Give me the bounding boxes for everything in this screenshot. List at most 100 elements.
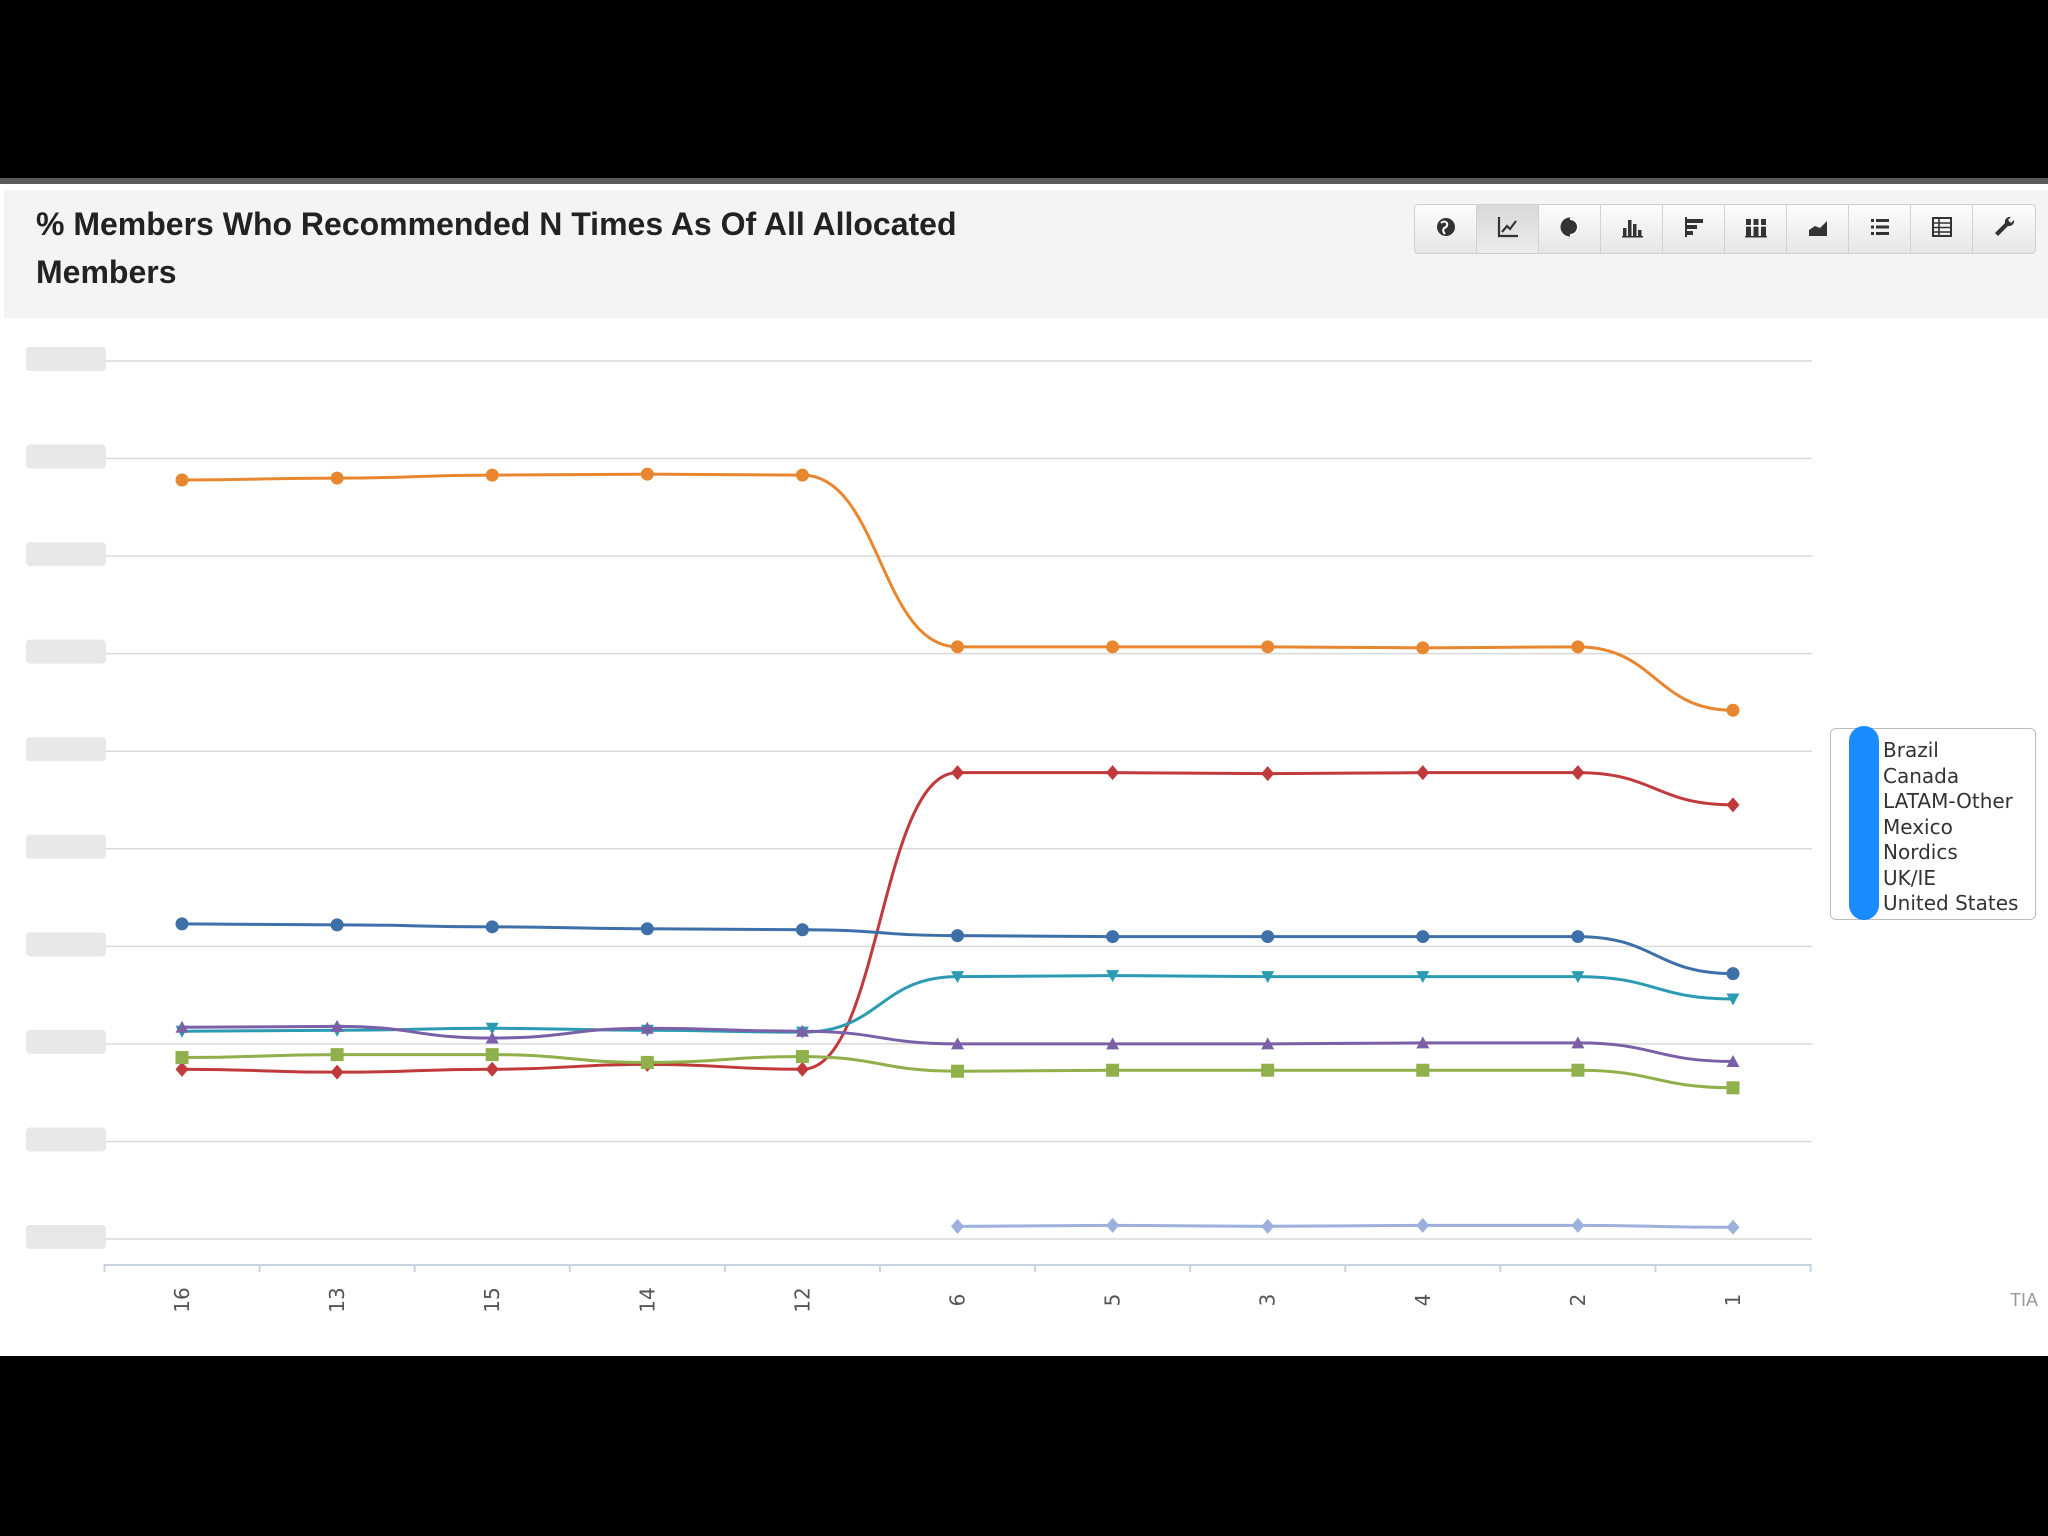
legend-items: Brazil Canada LATAM-Other Mexico Nordics UK/I… [1883, 738, 2018, 917]
x-tick-label: 6 [946, 1294, 970, 1307]
legend-item[interactable]: UK/IE [1883, 865, 1937, 890]
y-tick-label-obscured [26, 834, 106, 859]
data-point [795, 1050, 809, 1064]
data-point [1571, 765, 1585, 781]
x-tick-label: 3 [1256, 1294, 1280, 1307]
settings-button[interactable] [1973, 205, 2035, 253]
stacked-column-icon [1743, 214, 1769, 245]
data-point [951, 929, 964, 943]
data-point [1726, 1054, 1740, 1067]
data-point [951, 1037, 964, 1050]
series-line [181, 472, 1734, 712]
x-tick-label: 14 [635, 1287, 659, 1312]
data-point [1571, 1036, 1585, 1049]
data-point [1416, 765, 1430, 781]
data-point [175, 917, 189, 931]
data-point [795, 1024, 809, 1037]
legend-item[interactable]: Brazil [1883, 738, 1939, 762]
y-tick-label-obscured [26, 737, 106, 762]
chart-legend: Brazil Canada LATAM-Other Mexico Nordics UK/I… [1830, 726, 2036, 920]
data-point [485, 1031, 499, 1044]
bar-chart-icon [1681, 214, 1707, 245]
pie-chart-button[interactable] [1539, 205, 1601, 253]
data-point [951, 1218, 964, 1234]
data-point [485, 468, 499, 482]
map-button[interactable] [1415, 205, 1477, 253]
x-tick-label: 1 [1721, 1294, 1745, 1307]
data-point [795, 1061, 809, 1077]
globe-icon [1433, 214, 1459, 245]
data-point [640, 1021, 654, 1034]
line-chart-icon [1495, 214, 1521, 245]
stacked-column-button[interactable] [1725, 205, 1787, 253]
data-point [330, 1048, 344, 1062]
wrench-icon [1991, 214, 2017, 245]
data-point [1726, 967, 1740, 981]
data-point [1106, 1037, 1120, 1050]
corner-label: TIA [2010, 1290, 2039, 1310]
data-point [330, 918, 344, 932]
y-tick-label-obscured [26, 639, 106, 664]
legend-item[interactable]: LATAM-Other [1883, 789, 2013, 813]
data-point [1416, 641, 1430, 655]
legend-scrollbar[interactable] [1849, 726, 1879, 920]
data-point [1261, 1218, 1275, 1234]
data-point [1261, 930, 1275, 944]
data-point [1261, 971, 1275, 984]
data-point [1726, 1219, 1740, 1235]
data-point [485, 1061, 499, 1077]
y-tick-label-obscured [26, 1127, 106, 1152]
data-point [1571, 1063, 1585, 1077]
bar-chart-button[interactable] [1663, 205, 1725, 253]
data-point [1416, 971, 1430, 984]
table-view-button[interactable] [1911, 205, 1973, 253]
chart-title: % Members Who Recommended N Times As Of … [36, 206, 957, 290]
x-tick-label: 4 [1411, 1294, 1435, 1307]
list-view-button[interactable] [1849, 205, 1911, 253]
data-point [1416, 1063, 1430, 1077]
data-point [1261, 1037, 1275, 1050]
data-point [1571, 640, 1585, 654]
line-chart-button[interactable] [1477, 205, 1539, 253]
legend-item[interactable]: Nordics [1883, 840, 1958, 864]
column-chart-button[interactable] [1601, 205, 1663, 253]
data-point [951, 1064, 964, 1078]
table-icon [1929, 214, 1955, 245]
y-tick-label-obscured [26, 1029, 106, 1054]
data-point [175, 1051, 189, 1065]
data-point [1261, 640, 1275, 654]
chart-type-toolbar [1414, 204, 2036, 254]
data-point [1571, 1217, 1585, 1233]
legend-item[interactable]: United States [1883, 891, 2019, 915]
data-point [175, 473, 189, 487]
data-point [795, 923, 809, 937]
data-point [330, 1019, 344, 1032]
data-point [1106, 1217, 1120, 1233]
data-point [485, 920, 499, 934]
legend-item[interactable]: Canada [1883, 763, 1960, 788]
data-point [951, 971, 964, 984]
data-point [1261, 1063, 1275, 1077]
y-tick-label-obscured [26, 347, 106, 371]
data-point [640, 467, 654, 481]
data-point [1416, 1036, 1430, 1049]
data-point [175, 1020, 189, 1033]
data-point [1106, 640, 1120, 654]
series-line [957, 1223, 1734, 1229]
data-point [1106, 1063, 1120, 1077]
data-point [640, 922, 654, 936]
legend-item[interactable]: Mexico [1883, 814, 1953, 839]
series-line [181, 771, 1734, 1074]
data-point [640, 1055, 654, 1069]
pie-chart-icon [1557, 214, 1583, 245]
area-chart-button[interactable] [1787, 205, 1849, 253]
x-tick-label: 15 [480, 1287, 504, 1312]
x-tick-label: 12 [790, 1287, 814, 1312]
data-point [1726, 703, 1740, 717]
y-tick-label-obscured [26, 932, 106, 957]
x-tick-label: 5 [1101, 1294, 1125, 1307]
data-point [175, 1061, 189, 1077]
area-chart-icon [1805, 214, 1831, 245]
data-point [485, 1022, 499, 1035]
